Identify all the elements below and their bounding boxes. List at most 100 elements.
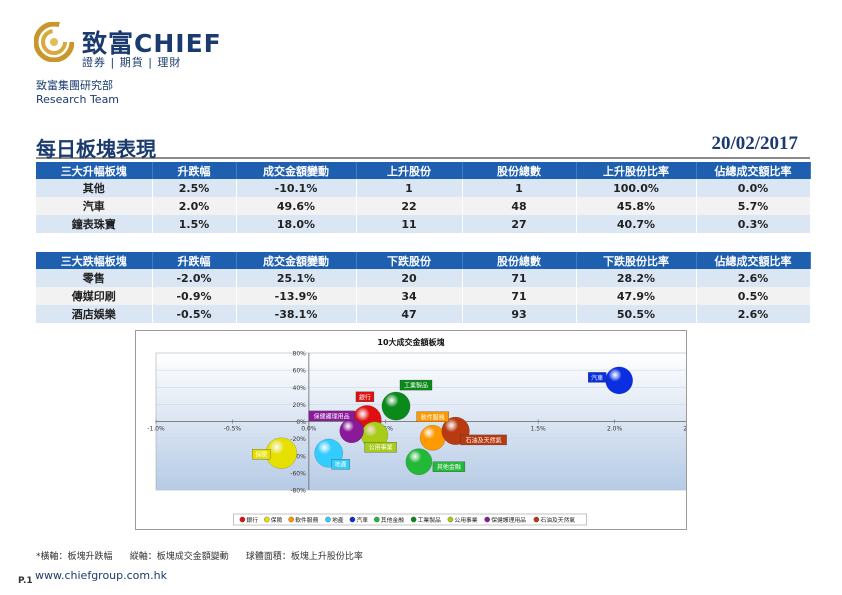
sector-name: 汽車 [36, 197, 153, 215]
change-pct: 1.5% [152, 215, 237, 233]
turnover-change: -10.1% [236, 179, 357, 197]
legend-entry: 其他金融 [381, 516, 404, 524]
falling-ratio: 47.9% [576, 287, 697, 305]
total-stocks: 71 [462, 287, 577, 305]
change-pct: 2.5% [152, 179, 237, 197]
x-tick-label: 1.5% [531, 426, 547, 433]
y-tick-label: -60% [290, 470, 306, 477]
legend-marker [288, 516, 294, 523]
x-tick-label: -0.5% [224, 426, 242, 433]
bubble-label: 保健護理用品 [314, 412, 350, 420]
legend-entry: 地產 [332, 516, 344, 524]
company-logo: 致富CHIEF 證券 | 期貨 | 理財 [34, 22, 254, 70]
turnover-share: 0.0% [696, 179, 811, 197]
bubble-label-box [331, 459, 350, 470]
legend-marker [484, 516, 490, 523]
chart-title: 10大成交金額板塊 [377, 337, 444, 347]
bubble-label: 石油及天然氣 [466, 436, 502, 444]
brand-name: 致富CHIEF [82, 29, 222, 58]
bubble-label: 汽車 [591, 374, 603, 382]
turnover-share: 2.6% [696, 269, 811, 287]
bubble-chart: 80% 60% 40% 20% 0% -20% -40% -60% -80% -1.0% -0.5%… [147, 337, 699, 526]
department-name-cn: 致富集團研究部 [36, 79, 113, 92]
column-header: 佔總成交額比率 [696, 162, 811, 179]
legend-marker [264, 516, 270, 523]
legend-entry: 汽車 [356, 516, 368, 524]
top-losers-table: 三大跌幅板塊 升跌幅 成交金額變動 下跌股份 股份總數 下跌股份比率 佔總成交額… [36, 252, 811, 323]
chief-swirl-logo-icon [34, 22, 74, 62]
column-header: 上升股份比率 [576, 162, 697, 179]
column-header: 上升股份 [356, 162, 463, 179]
bubble-汽車 [605, 366, 633, 395]
falling-stocks: 47 [356, 305, 463, 323]
bubble-軟件服務 [419, 424, 446, 451]
footnote-star: * [36, 552, 41, 562]
footnote-y-axis: 縱軸：板塊成交金額變動 [129, 552, 229, 562]
table-row: 零售 -2.0% 25.1% 20 71 28.2% 2.6% [36, 269, 811, 287]
bubble-label-box [416, 411, 449, 422]
change-pct: -2.0% [152, 269, 237, 287]
rising-ratio: 40.7% [576, 215, 697, 233]
falling-stocks: 34 [356, 287, 463, 305]
bubble-label-box [399, 379, 433, 391]
rising-ratio: 100.0% [576, 179, 697, 197]
sector-name: 酒店娛樂 [36, 305, 153, 323]
legend-entry: 公用事業 [454, 516, 477, 524]
department: 致富集團研究部 Research Team [36, 79, 119, 107]
legend-frame [233, 513, 587, 526]
bubble-保健護理用品 [339, 418, 364, 444]
turnover-share: 0.3% [696, 215, 811, 233]
report-header: 每日板塊表現 20/02/2017 [36, 131, 810, 161]
rising-stocks: 22 [356, 197, 463, 215]
change-pct: -0.9% [152, 287, 237, 305]
y-tick-label: 60% [293, 368, 307, 375]
sector-name: 零售 [36, 269, 153, 287]
legend-entry: 工業製品 [418, 516, 441, 524]
legend-marker [533, 516, 540, 523]
bubble-chart-frame: 80% 60% 40% 20% 0% -20% -40% -60% -80% -1.0% -0.5%… [135, 330, 699, 530]
turnover-change: 18.0% [236, 215, 357, 233]
chart-footnote: *橫軸：板塊升跌幅 縱軸：板塊成交金額變動 球體面積：板塊上升股份比率 [36, 549, 363, 562]
bubble-label: 保險 [255, 451, 267, 459]
change-pct: -0.5% [152, 305, 237, 323]
sector-name: 鐘表珠寶 [36, 215, 153, 233]
column-header: 成交金額變動 [236, 162, 357, 179]
column-header: 三大升幅板塊 [36, 162, 153, 179]
y-tick-label: 0% [296, 419, 306, 426]
bubble-保險 [265, 437, 298, 469]
table-row: 鐘表珠寶 1.5% 18.0% 11 27 40.7% 0.3% [36, 215, 811, 233]
column-header: 佔總成交額比率 [696, 252, 811, 269]
legend-marker [447, 516, 454, 523]
sector-name: 傳媒印刷 [36, 287, 153, 305]
column-header: 升跌幅 [152, 252, 237, 269]
table-row: 其他 2.5% -10.1% 1 1 100.0% 0.0% [36, 179, 811, 197]
bubble-label: 軟件服務 [421, 413, 445, 421]
falling-ratio: 28.2% [576, 269, 697, 287]
turnover-share: 5.7% [696, 197, 811, 215]
table-row: 傳媒印刷 -0.9% -13.9% 34 71 47.9% 0.5% [36, 287, 811, 305]
falling-ratio: 50.5% [576, 305, 697, 323]
column-header: 三大跌幅板塊 [36, 252, 153, 269]
legend-marker [325, 516, 331, 523]
bubble-其他金融 [405, 448, 433, 476]
chart-legend: 銀行 保險 軟件服務 地產 汽車 其他金融 工業製品 公用事業 保健護理用品 石油及天然氣 [233, 513, 587, 526]
total-stocks: 1 [462, 179, 577, 197]
turnover-share: 2.6% [696, 305, 811, 323]
sector-name: 其他 [36, 179, 153, 197]
x-tick-label: -1.0% [147, 426, 165, 433]
column-header: 成交金額變動 [236, 252, 357, 269]
bubble-label-box [588, 372, 607, 383]
legend-marker [349, 516, 356, 523]
bubble-label-box [460, 434, 507, 446]
x-tick-label: 2.0% [607, 426, 623, 433]
bubble-label-box [432, 461, 466, 472]
table-row: 汽車 2.0% 49.6% 22 48 45.8% 5.7% [36, 197, 811, 215]
y-tick-label: 80% [293, 351, 307, 358]
bubble-label-box [355, 391, 375, 402]
y-tick-label: 40% [293, 385, 307, 392]
total-stocks: 71 [462, 269, 577, 287]
website-link[interactable]: www.chiefgroup.com.hk [35, 569, 167, 582]
department-name-en: Research Team [36, 93, 120, 106]
bubble-label-box [252, 449, 271, 460]
